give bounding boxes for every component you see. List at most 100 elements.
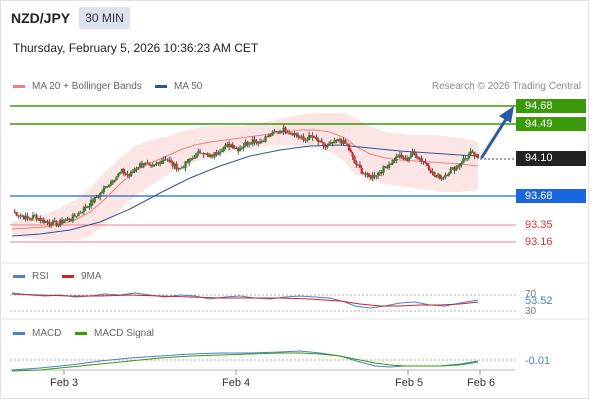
candle-up [155,163,158,165]
candle-down [257,141,260,144]
candle-down [396,156,400,158]
candle-down [15,212,18,216]
candle-down [420,157,423,162]
candle-up [333,140,336,144]
candle-up [389,164,393,166]
candle-up [109,181,113,185]
candle-up [456,166,460,168]
candle-up [447,173,451,176]
candle-up [398,154,402,158]
candle-up [135,168,138,170]
candle-up [97,196,100,198]
level-tag-r1: 94.49 [516,117,586,131]
candle-up [33,215,36,217]
candle-down [298,136,302,138]
candle-down [415,154,418,158]
candle-down [124,173,127,175]
candle-down [322,142,325,147]
candle-up [409,155,412,158]
ma20-swatch [13,85,25,88]
candle-up [318,140,322,143]
candle-down [26,215,29,219]
candle-up [164,159,167,161]
candle-up [189,158,193,160]
candle-up [40,219,44,221]
rsi-value-label: 53.52 [525,295,553,307]
candle-down [55,221,58,227]
candle-down [289,132,293,134]
candle-down [202,153,205,155]
ma20-legend: MA 20 + Bollinger Bands [13,81,142,92]
ma50-legend-label: MA 50 [174,81,203,92]
candle-up [19,215,22,217]
candle-up [102,187,106,192]
candle-up [180,167,184,169]
candle-up [442,177,445,179]
timeframe-badge[interactable]: 30 MIN [79,7,130,29]
candle-down [364,173,367,175]
current-price-tag: 94.10 [516,151,586,166]
candle-down [393,159,396,161]
rsi-ma-legend-label: 9MA [81,271,102,282]
candle-up [133,169,136,172]
candle-up [218,152,222,154]
candle-up [229,144,233,148]
candle-up [98,193,102,197]
rsi-legend-label: RSI [32,271,49,282]
candle-down [284,127,287,133]
candle-up [115,176,118,181]
candle-down [413,151,416,155]
candle-down [315,136,318,140]
symbol-title: NZD/JPY [11,10,71,26]
candle-down [20,215,24,217]
candle-up [71,214,75,221]
x-label-feb4: Feb 4 [222,377,251,389]
candle-down [316,139,320,143]
candle-up [458,164,462,167]
candle-up [342,140,345,144]
macd-legend-label: MACD [32,328,62,339]
candle-down [126,173,129,175]
candle-down [473,152,476,157]
candle-up [376,172,380,176]
ma20-line [11,129,479,230]
candle-up [217,153,220,155]
candle-up [264,136,267,142]
candle-up [197,151,200,154]
candle-up [356,164,360,166]
candle-down [111,181,115,183]
candle-down [262,140,265,142]
candle-up [418,157,422,159]
candle-down [416,157,420,159]
pivot-tag: 93.68 [516,189,586,203]
projection-arrow[interactable] [480,106,514,159]
candle-down [253,139,256,143]
candle-up [31,215,35,219]
candle-up [100,191,104,194]
chart-header: NZD/JPY 30 MIN [0,0,590,36]
candle-down [340,140,343,144]
candle-up [240,147,244,149]
candle-down [182,167,185,169]
candle-down [60,219,64,224]
candle-down [84,207,87,209]
candle-up [184,161,187,168]
candle-up [251,139,254,144]
ma20-legend-label: MA 20 + Bollinger Bands [32,81,142,92]
candle-up [142,163,145,166]
candle-down [227,143,231,148]
candle-down [291,132,294,136]
candle-up [57,223,60,227]
candle-down [296,134,300,137]
candle-down [476,154,480,158]
candle-up [233,147,236,149]
macd-value-label: -0.01 [525,355,551,367]
candle-down [39,218,42,221]
candle-down [237,147,240,152]
candle-up [220,151,224,153]
candle-down [68,218,71,221]
rsi-ma-swatch [62,275,74,278]
candle-down [311,135,314,138]
candle-down [424,161,427,164]
candle-up [255,141,258,143]
